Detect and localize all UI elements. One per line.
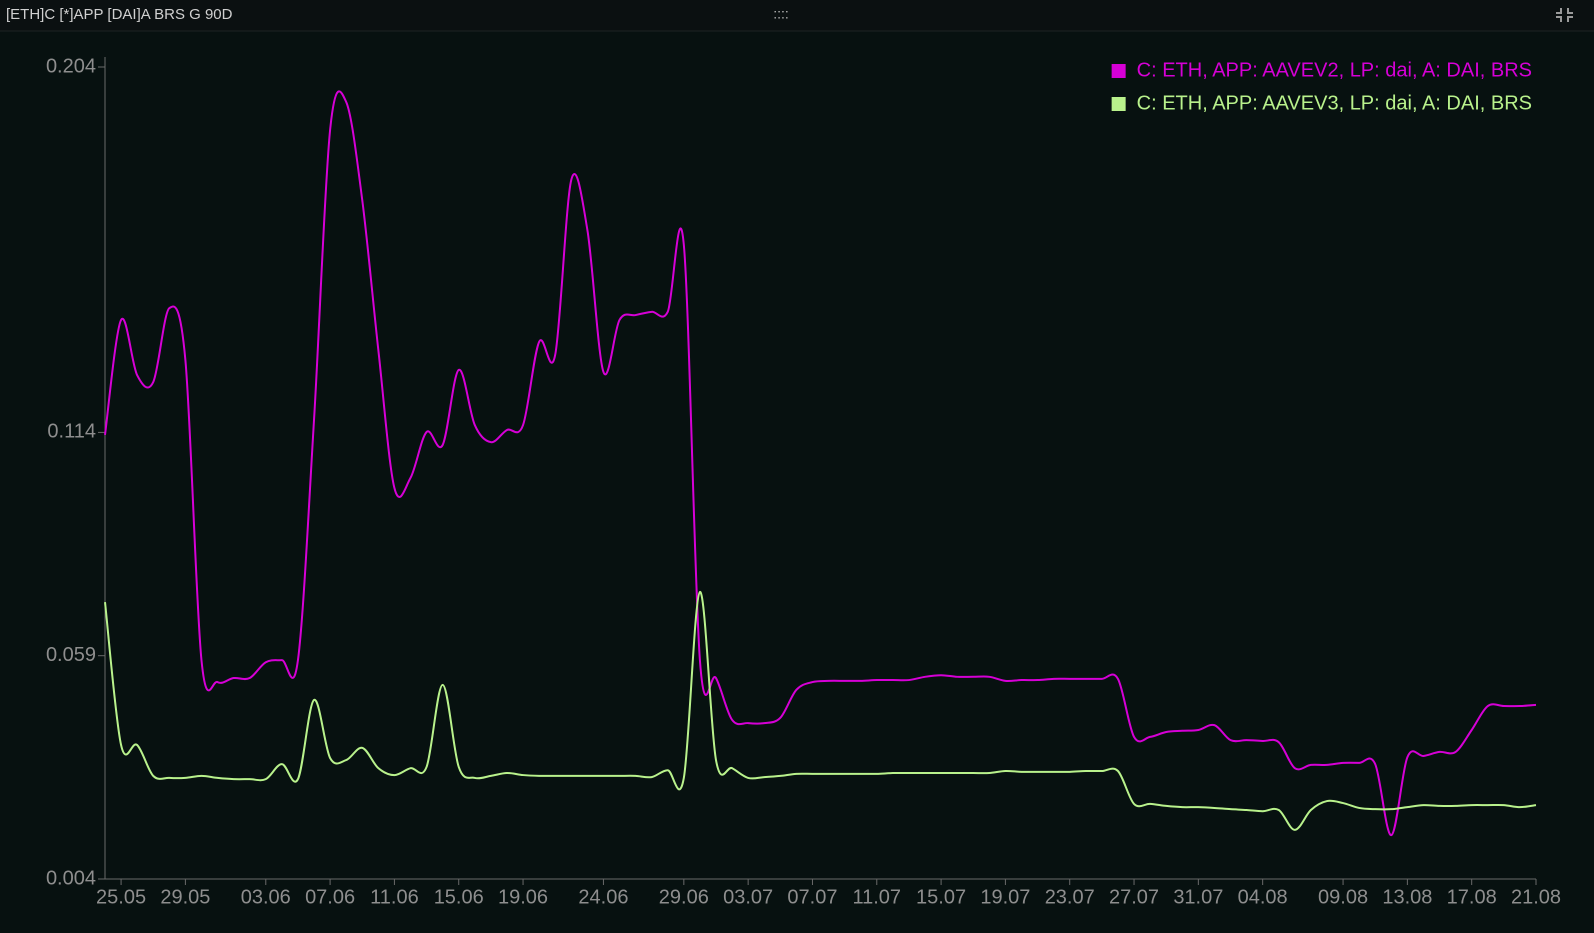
- collapse-icon[interactable]: [1556, 8, 1573, 22]
- x-tick-label: 15.07: [916, 886, 966, 908]
- x-tick-label: 17.08: [1447, 886, 1497, 908]
- legend-label: C: ETH, APP: AAVEV2, LP: dai, A: DAI, BR…: [1137, 59, 1532, 81]
- x-tick-label: 13.08: [1382, 886, 1432, 908]
- x-tick-label: 11.07: [852, 886, 901, 908]
- legend-swatch: [1111, 64, 1126, 78]
- x-tick-label: 21.08: [1511, 886, 1561, 908]
- x-tick-label: 31.07: [1173, 886, 1223, 908]
- x-tick-label: 03.07: [723, 886, 773, 908]
- x-tick-label: 11.06: [370, 886, 419, 908]
- x-tick-label: 09.08: [1318, 886, 1368, 908]
- x-tick-label: 23.07: [1045, 886, 1095, 908]
- legend-swatch: [1111, 97, 1126, 111]
- header-bar: [0, 0, 1594, 31]
- y-tick-label: 0.004: [46, 867, 96, 889]
- legend-label: C: ETH, APP: AAVEV3, LP: dai, A: DAI, BR…: [1137, 92, 1532, 114]
- y-tick-label: 0.204: [46, 55, 96, 77]
- x-tick-label: 25.05: [96, 886, 146, 908]
- x-tick-label: 24.06: [578, 886, 628, 908]
- drag-handle[interactable]: ::::: [773, 6, 789, 22]
- y-tick-label: 0.059: [46, 644, 96, 666]
- series-line: [104, 90, 1537, 837]
- collapse-icon-path: [1556, 8, 1573, 22]
- y-tick-label: 0.114: [47, 421, 96, 443]
- x-tick-label: 03.06: [241, 886, 291, 908]
- x-tick-label: 27.07: [1109, 886, 1159, 908]
- x-tick-label: 15.06: [434, 886, 484, 908]
- series-line: [104, 590, 1537, 831]
- panel-title: [ETH]C [*]APP [DAI]A BRS G 90D: [6, 6, 233, 23]
- x-tick-label: 07.07: [787, 886, 837, 908]
- x-tick-label: 29.05: [160, 886, 210, 908]
- x-tick-label: 19.07: [980, 886, 1030, 908]
- x-tick-label: 07.06: [305, 886, 355, 908]
- x-tick-label: 19.06: [498, 886, 548, 908]
- x-tick-label: 29.06: [659, 886, 709, 908]
- x-tick-label: 04.08: [1238, 886, 1288, 908]
